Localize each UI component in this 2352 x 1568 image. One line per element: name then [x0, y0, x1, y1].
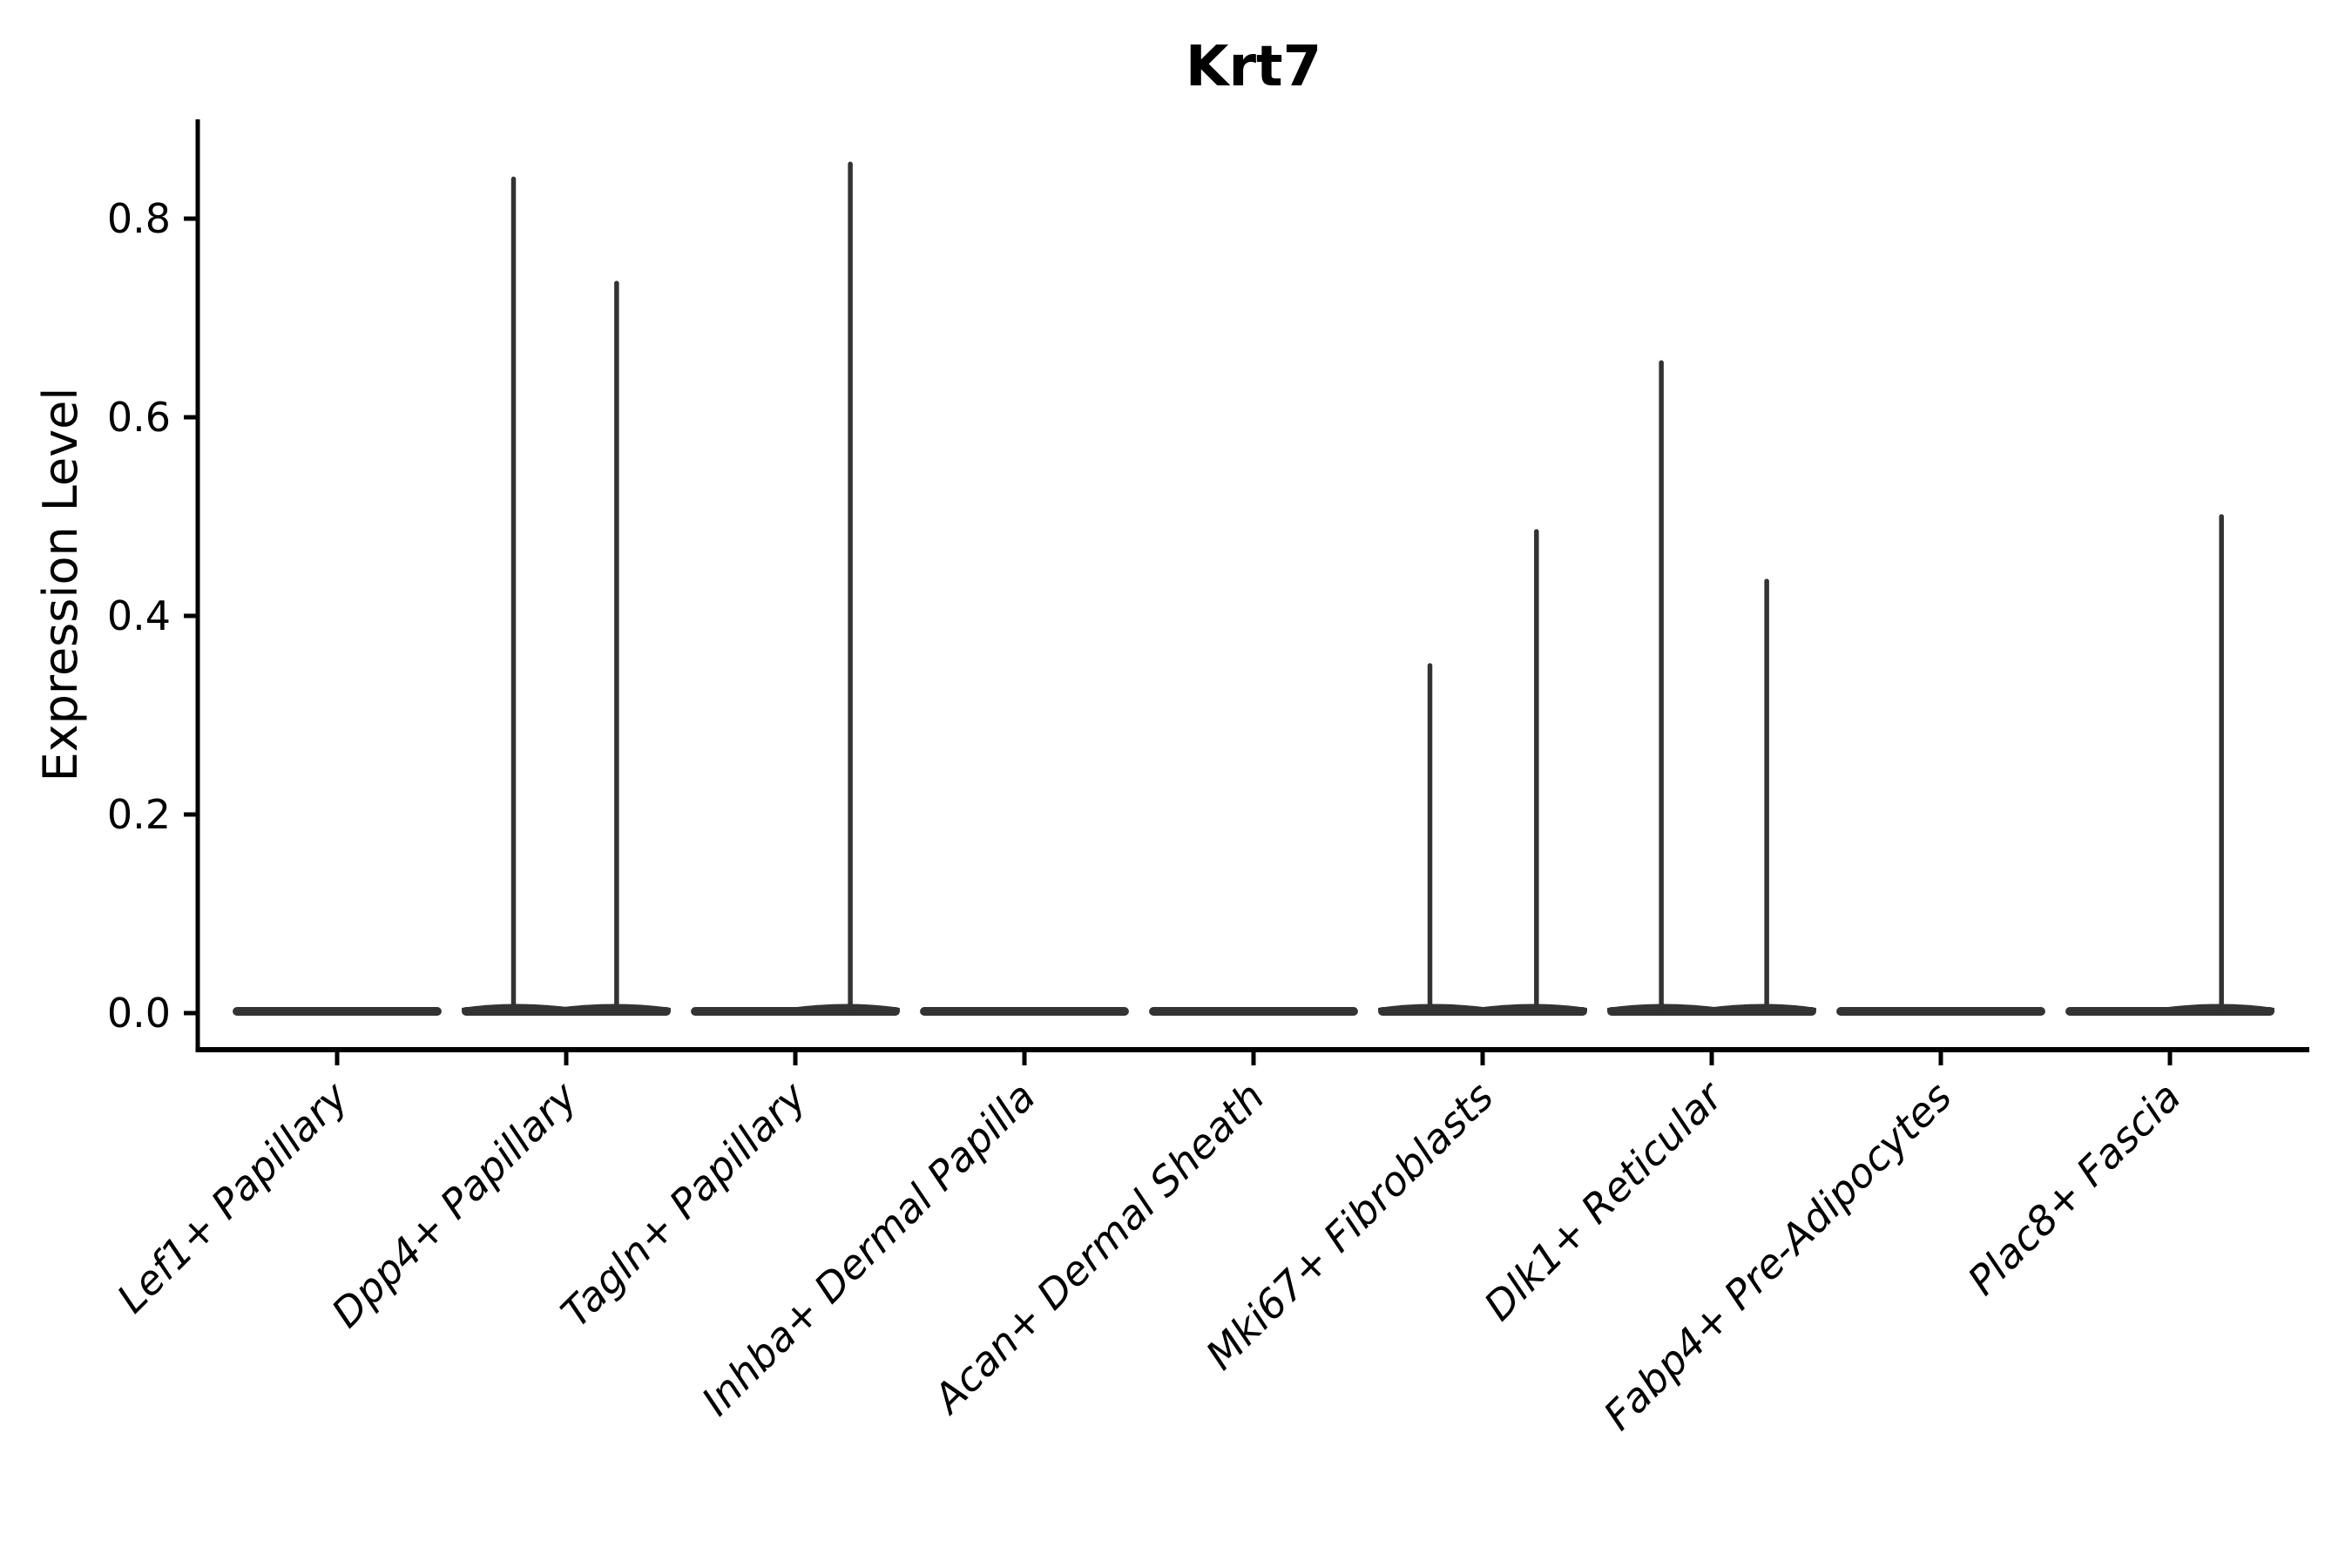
violin-body	[1607, 1007, 1816, 1016]
chart-title: Krt7	[1186, 35, 1321, 99]
violin	[1378, 529, 1587, 1016]
violin-body	[233, 1007, 442, 1016]
x-tick-label: Dlk1+ Reticular	[1475, 1071, 1734, 1329]
violin-body	[691, 1007, 900, 1016]
y-axis-label: Expression Level	[33, 388, 88, 782]
x-tick-label: Lef1+ Papillary	[108, 1072, 357, 1321]
violin-body	[1149, 1007, 1358, 1016]
violin-body	[920, 1007, 1129, 1016]
violin-body	[462, 1007, 671, 1016]
violin-body	[1378, 1007, 1587, 1016]
y-tick-label: 0.6	[107, 394, 171, 441]
violins	[233, 161, 2274, 1016]
violin	[920, 1007, 1129, 1016]
violin	[462, 176, 671, 1016]
violin	[1607, 360, 1816, 1016]
y-tick-label: 0.8	[107, 195, 171, 242]
x-tick-label: Tagln+ Papillary	[551, 1072, 815, 1336]
violin-body	[2065, 1007, 2274, 1016]
violin	[691, 161, 900, 1016]
violin-body	[1836, 1007, 2045, 1016]
y-tick-label: 0.0	[107, 990, 171, 1037]
violin	[233, 1007, 442, 1016]
y-tick-label: 0.2	[107, 791, 171, 838]
y-tick-labels: 0.0 0.2 0.4 0.6 0.8	[107, 195, 198, 1037]
x-tick-label: Dpp4+ Papillary	[322, 1072, 586, 1336]
violin	[1149, 1007, 1358, 1016]
violin	[1836, 1007, 2045, 1016]
violin	[2065, 514, 2274, 1016]
y-tick-label: 0.4	[107, 592, 171, 639]
x-tick-label: Plac8+ Fascia	[1958, 1073, 2189, 1304]
